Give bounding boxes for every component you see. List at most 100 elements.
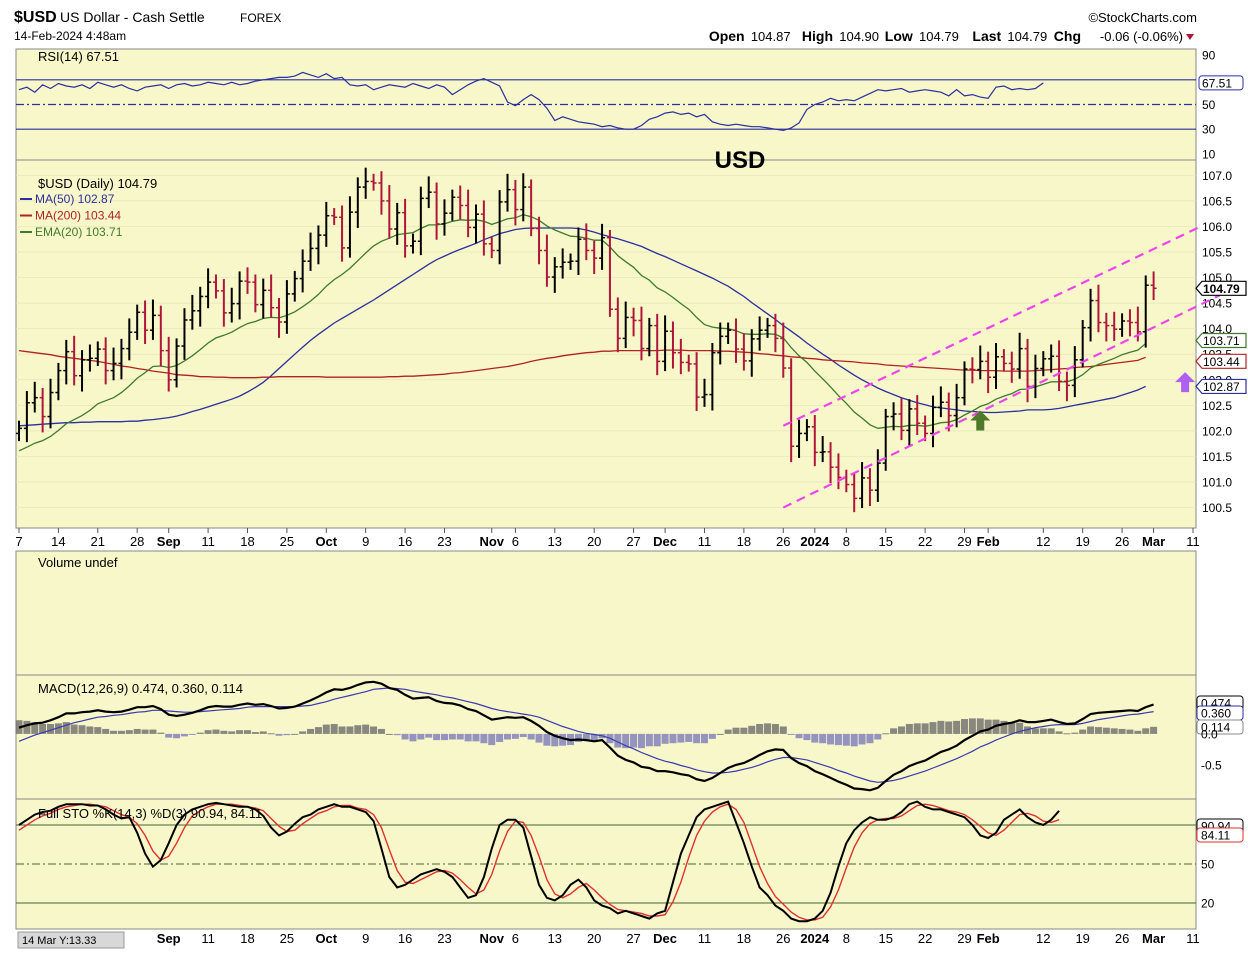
macd-hist-bar	[905, 723, 913, 734]
x-tick-label: 18	[240, 534, 254, 549]
macd-hist-bar	[275, 733, 283, 736]
credit-label[interactable]: ©StockCharts.com	[1088, 10, 1197, 25]
price-tick-label: 101.5	[1202, 450, 1232, 464]
instrument-name: US Dollar - Cash Settle	[60, 9, 205, 25]
x-tick-label: 19	[1075, 534, 1089, 549]
cursor-readout-box	[17, 931, 125, 949]
macd-hist-bar	[732, 727, 740, 734]
macd-hist-bar	[102, 728, 110, 734]
macd-hist-bar	[787, 733, 795, 735]
macd-hist-bar	[945, 721, 953, 734]
rsi-tick-label: 67.51	[1202, 76, 1232, 90]
macd-hist-bar	[86, 726, 94, 734]
ema20-line	[18, 214, 1147, 452]
macd-hist-bar	[866, 733, 874, 744]
x-tick-label: 26	[1115, 534, 1129, 549]
x-tick-label: 11	[1186, 534, 1200, 549]
x-tick-label: 15	[878, 931, 892, 946]
macd-hist-bar	[204, 730, 212, 734]
ma50-tag-box	[1195, 378, 1247, 395]
exchange-label: FOREX	[240, 11, 281, 25]
macd-hist-bar	[480, 733, 488, 744]
macd-hist-bar	[370, 726, 378, 734]
sto-k-line	[18, 800, 1060, 923]
macd-hist-bar	[819, 733, 827, 744]
x-tick-label: Nov	[479, 931, 504, 946]
x-tick-label: 2024	[800, 534, 830, 549]
macd-hist-bar	[440, 733, 448, 741]
macd-hist-bar	[543, 733, 551, 746]
macd-hist-bar	[31, 722, 39, 734]
macd-hist-bar	[401, 733, 409, 740]
macd-hist-bar	[535, 733, 543, 743]
x-tick-label: 22	[918, 931, 932, 946]
x-tick-label: 26	[776, 931, 790, 946]
x-tick-label: 18	[240, 931, 254, 946]
macd-hist-bar	[590, 733, 598, 741]
quote-label: Open	[709, 28, 745, 44]
macd-hist-bar	[559, 733, 567, 746]
macd-hist-bar	[259, 731, 267, 734]
x-tick-label: 29	[957, 931, 971, 946]
macd-hist-bar	[764, 723, 772, 734]
price-layer: 100.5101.0101.5102.0102.5103.0103.5104.0…	[16, 167, 1247, 515]
x-tick-label: 16	[398, 534, 412, 549]
macd-hist-bar	[1016, 722, 1024, 734]
price-tick-label: 104.5	[1202, 297, 1232, 311]
ema20-tag: 103.71	[1203, 334, 1240, 348]
macd-hist-bar	[614, 733, 622, 748]
ma200-line	[18, 349, 1146, 379]
macd-hist-bar	[669, 733, 677, 744]
macd-hist-bar	[157, 732, 165, 734]
macd-hist-bar	[858, 733, 866, 745]
price-panel	[15, 159, 1197, 529]
price-tick-label: 102.0	[1202, 424, 1232, 438]
macd-hist-bar	[551, 733, 559, 747]
macd-hist-bar	[1071, 732, 1079, 734]
last-close-tag: 104.79	[1203, 282, 1240, 296]
x-tick-label: 27	[626, 931, 640, 946]
change-down-icon	[1186, 34, 1194, 40]
x-tick-label: 25	[280, 534, 294, 549]
macd-hist-bar	[188, 733, 196, 735]
macd-hist-bar	[1079, 729, 1087, 734]
x-tick-label: 16	[398, 931, 412, 946]
macd-tick-label: 0.360	[1201, 707, 1231, 721]
x-tick-label: 11	[201, 931, 215, 946]
macd-hist-bar	[961, 719, 969, 734]
macd-line	[18, 680, 1154, 792]
macd-hist-bar	[740, 727, 748, 734]
macd-hist-bar	[141, 729, 149, 734]
annotation-usd: USD	[715, 147, 766, 174]
x-tick-label: 18	[737, 931, 751, 946]
rsi-title: RSI(14) 67.51	[38, 49, 119, 64]
macd-hist-bar	[929, 722, 937, 734]
macd-hist-bar	[149, 729, 157, 734]
macd-hist-bar	[417, 733, 425, 740]
price-tick-label: 100.5	[1202, 501, 1232, 515]
price-tick-label: 107.0	[1202, 169, 1232, 183]
legend-label: EMA(20) 103.71	[35, 225, 123, 239]
macd-hist-bar	[322, 724, 330, 734]
macd-hist-bar	[133, 728, 141, 734]
purple-up-arrow-icon	[1175, 372, 1196, 393]
channel-upper-line	[782, 225, 1202, 427]
macd-hist-bar	[228, 731, 236, 734]
x-tick-label: 9	[362, 534, 369, 549]
macd-hist-bar	[953, 720, 961, 734]
macd-hist-bar	[70, 724, 78, 734]
macd-hist-bar	[165, 733, 173, 738]
macd-hist-bar	[1110, 728, 1118, 734]
macd-hist-bar	[779, 726, 787, 734]
sto-tick-label: 20	[1201, 897, 1215, 911]
quote-value: -0.06 (-0.06%)	[1100, 29, 1183, 44]
sto-tick-label: 50	[1201, 858, 1215, 872]
macd-hist-bar	[220, 730, 228, 734]
macd-hist-bar	[39, 723, 47, 734]
macd-hist-bar	[811, 733, 819, 743]
macd-hist-bar	[685, 733, 693, 742]
